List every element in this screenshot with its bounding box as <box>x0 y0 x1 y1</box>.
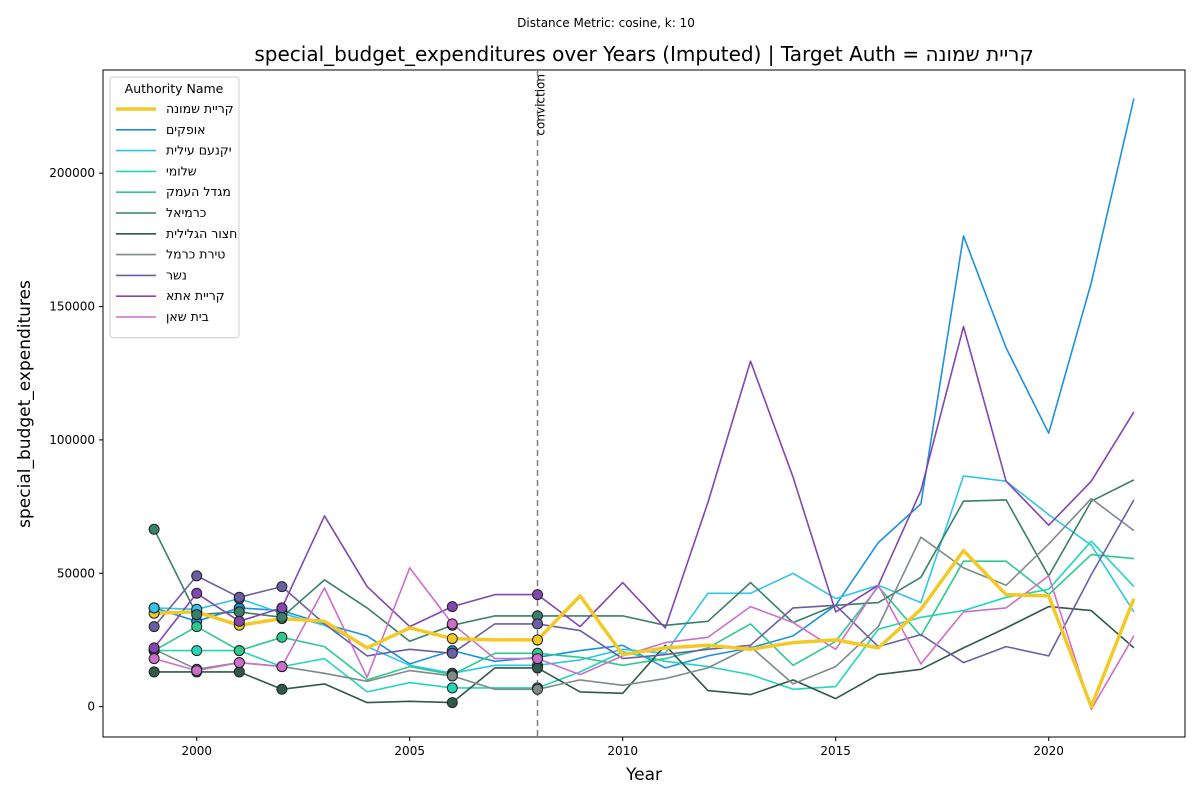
chart-title: special_budget_expenditures over Years (… <box>254 42 1033 66</box>
legend-label: טירת כרמל <box>166 247 225 262</box>
legend: Authority Name קריית שמונה אופקים יקנעם עיל… <box>109 76 240 339</box>
series-line <box>153 553 1134 681</box>
data-point <box>532 683 544 695</box>
y-tick-label: 100000 <box>49 433 95 447</box>
data-point <box>532 662 544 674</box>
series-line <box>153 98 1135 669</box>
data-point <box>233 591 245 603</box>
x-tick-label: 2000 <box>181 744 212 758</box>
series-lines <box>153 98 1136 711</box>
legend-label: נשר <box>166 267 187 282</box>
legend-label: יקנעם עילית <box>166 143 232 158</box>
data-point <box>233 615 245 627</box>
data-point <box>191 665 203 677</box>
data-point <box>191 621 203 633</box>
data-point <box>532 618 544 630</box>
data-point <box>148 523 160 535</box>
y-tick-label: 0 <box>87 700 95 714</box>
data-point <box>233 657 245 669</box>
x-axis-label: Year <box>625 765 662 785</box>
data-point <box>191 570 203 582</box>
x-tick-label: 2015 <box>820 744 851 758</box>
y-tick-label: 150000 <box>49 300 95 314</box>
data-point <box>191 609 203 621</box>
y-axis-label: special_budget_expenditures <box>15 280 35 528</box>
series-line <box>153 479 1135 643</box>
data-point <box>446 697 458 709</box>
data-point <box>148 642 160 654</box>
x-tick-label: 2020 <box>1033 744 1064 758</box>
chart-suptitle: Distance Metric: cosine, k: 10 <box>517 16 695 30</box>
data-point <box>233 645 245 657</box>
series-line <box>153 499 1135 664</box>
data-point <box>276 631 288 643</box>
data-point <box>276 581 288 593</box>
series-line <box>153 497 1135 691</box>
data-point <box>191 645 203 657</box>
x-tick-label: 2005 <box>394 744 425 758</box>
legend-label: קריית אתא <box>166 288 225 303</box>
data-point <box>446 670 458 682</box>
data-point <box>276 661 288 673</box>
legend-label: בית שאן <box>166 309 209 324</box>
data-point <box>148 653 160 665</box>
data-point <box>276 602 288 614</box>
series-line <box>154 548 1136 709</box>
y-tick-label: 200000 <box>49 166 95 180</box>
legend-title: Authority Name <box>125 81 224 96</box>
plot-frame <box>102 69 1186 738</box>
series-line <box>154 605 1135 704</box>
y-tick-label: 50000 <box>57 566 95 580</box>
legend-label: אופקים <box>166 122 206 137</box>
data-point <box>276 611 288 623</box>
legend-label: חצור הגלילית <box>166 226 237 241</box>
data-point <box>191 587 203 599</box>
data-point <box>148 602 160 614</box>
data-point <box>233 606 245 618</box>
data-point <box>532 634 544 646</box>
plot-area: 2000 2005 2010 2015 2020 0 50000 100000 150000 20… <box>49 69 1186 758</box>
data-point <box>233 666 245 678</box>
series-line <box>153 567 1135 711</box>
data-point <box>446 682 458 694</box>
data-point <box>446 618 458 630</box>
legend-label: קריית שמונה <box>166 101 234 116</box>
x-tick-label: 2010 <box>607 744 638 758</box>
series-line <box>153 325 1135 649</box>
legend-label: שלומי <box>166 163 197 178</box>
data-point <box>446 633 458 645</box>
data-point <box>446 601 458 613</box>
data-point <box>276 683 288 695</box>
conviction-label: conviction <box>534 74 548 136</box>
legend-label: מגדל העמק <box>166 184 231 199</box>
data-point <box>532 653 544 665</box>
data-point <box>148 666 160 678</box>
series-markers <box>148 523 544 709</box>
data-point <box>532 589 544 601</box>
data-point <box>148 621 160 633</box>
data-point <box>446 647 458 659</box>
legend-label: כרמיאל <box>166 205 206 220</box>
legend-box <box>109 76 240 339</box>
